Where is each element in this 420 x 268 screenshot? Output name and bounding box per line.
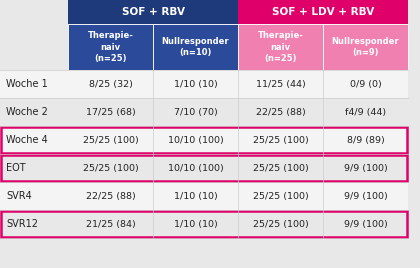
Text: 1/10 (10): 1/10 (10) — [173, 219, 218, 229]
Bar — [0, 154, 408, 182]
Text: Woche 4: Woche 4 — [6, 135, 48, 145]
Text: 8/25 (32): 8/25 (32) — [89, 80, 132, 88]
Bar — [1, 155, 407, 181]
Text: 21/25 (84): 21/25 (84) — [86, 219, 135, 229]
Bar — [323, 24, 408, 70]
Text: 25/25 (100): 25/25 (100) — [252, 136, 308, 144]
Text: 9/9 (100): 9/9 (100) — [344, 163, 387, 173]
Text: Nullresponder
(n=10): Nullresponder (n=10) — [162, 37, 229, 57]
Text: 1/10 (10): 1/10 (10) — [173, 80, 218, 88]
Text: Therapie-
naiv
(n=25): Therapie- naiv (n=25) — [87, 31, 134, 63]
Bar — [1, 211, 407, 237]
Text: 9/9 (100): 9/9 (100) — [344, 219, 387, 229]
Bar — [153, 24, 238, 70]
Text: 25/25 (100): 25/25 (100) — [252, 163, 308, 173]
Text: 17/25 (68): 17/25 (68) — [86, 107, 135, 117]
Text: 7/10 (70): 7/10 (70) — [173, 107, 218, 117]
Text: 1/10 (10): 1/10 (10) — [173, 192, 218, 200]
Text: 25/25 (100): 25/25 (100) — [83, 163, 138, 173]
Text: 10/10 (100): 10/10 (100) — [168, 163, 223, 173]
Text: SOF + LDV + RBV: SOF + LDV + RBV — [272, 7, 374, 17]
Bar — [68, 24, 153, 70]
Text: 10/10 (100): 10/10 (100) — [168, 136, 223, 144]
Text: EOT: EOT — [6, 163, 26, 173]
Text: 25/25 (100): 25/25 (100) — [83, 136, 138, 144]
Bar — [0, 126, 408, 154]
Bar — [1, 127, 407, 153]
Bar — [0, 98, 408, 126]
Text: 22/25 (88): 22/25 (88) — [86, 192, 135, 200]
Text: 25/25 (100): 25/25 (100) — [252, 219, 308, 229]
Text: Woche 2: Woche 2 — [6, 107, 48, 117]
Text: 25/25 (100): 25/25 (100) — [252, 192, 308, 200]
Text: Therapie-
naiv
(n=25): Therapie- naiv (n=25) — [257, 31, 303, 63]
Text: 11/25 (44): 11/25 (44) — [256, 80, 305, 88]
Bar — [0, 210, 408, 238]
Bar — [238, 24, 323, 70]
Text: 8/9 (89): 8/9 (89) — [346, 136, 384, 144]
Text: 9/9 (100): 9/9 (100) — [344, 192, 387, 200]
Bar — [68, 0, 238, 24]
Text: SOF + RBV: SOF + RBV — [121, 7, 184, 17]
Text: Nullresponder
(n=9): Nullresponder (n=9) — [332, 37, 399, 57]
Text: f4/9 (44): f4/9 (44) — [345, 107, 386, 117]
Text: 22/25 (88): 22/25 (88) — [256, 107, 305, 117]
Bar — [0, 70, 408, 98]
Text: SVR4: SVR4 — [6, 191, 32, 201]
Text: 0/9 (0): 0/9 (0) — [349, 80, 381, 88]
Bar — [0, 182, 408, 210]
Text: Woche 1: Woche 1 — [6, 79, 48, 89]
Bar — [238, 0, 408, 24]
Text: SVR12: SVR12 — [6, 219, 38, 229]
